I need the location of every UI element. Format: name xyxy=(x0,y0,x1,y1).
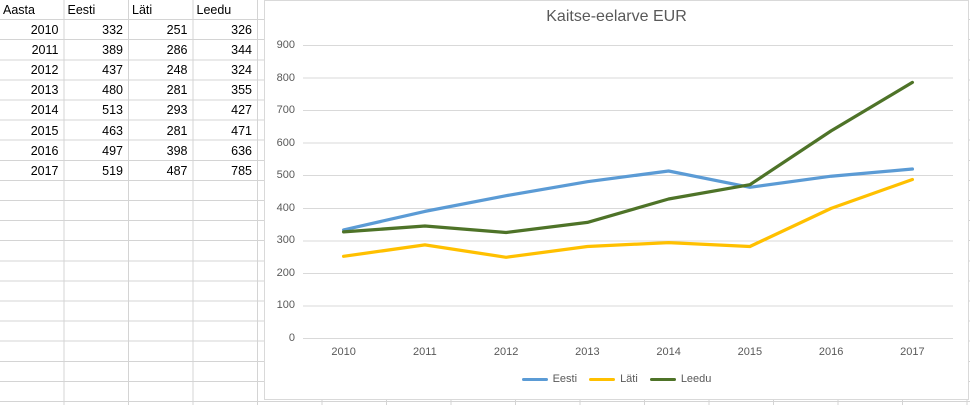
data-cell[interactable]: 2016 xyxy=(30,143,59,158)
y-axis-tick-label: 200 xyxy=(276,266,295,279)
data-cell[interactable]: 519 xyxy=(102,163,123,178)
legend-item-eesti[interactable]: Eesti xyxy=(521,373,578,386)
data-cell[interactable]: 355 xyxy=(231,83,252,98)
chart-legend: Eesti Läti Leedu xyxy=(265,372,968,387)
table-row: 2013 480 281 355 xyxy=(0,80,258,100)
header-cell[interactable]: Eesti xyxy=(67,3,96,17)
y-axis-tick-label: 900 xyxy=(276,39,295,51)
data-cell[interactable]: 2017 xyxy=(30,163,59,178)
legend-label: Läti xyxy=(620,373,638,385)
x-axis-tick-label: 2013 xyxy=(575,346,600,358)
legend-label: Eesti xyxy=(552,373,578,385)
chart-plot-area xyxy=(303,45,953,339)
y-axis-tick-label: 600 xyxy=(276,136,295,149)
series-line-leedu[interactable] xyxy=(341,80,915,235)
data-cell[interactable]: 785 xyxy=(231,163,252,178)
y-axis-tick-label: 0 xyxy=(288,332,295,344)
chart-title[interactable]: Kaitse-eelarve EUR xyxy=(546,8,687,25)
data-cell[interactable]: 2013 xyxy=(30,83,59,98)
y-axis-tick-label: 800 xyxy=(276,71,295,84)
data-table: Aasta Eesti Läti Leedu 2010 332 251 326 2011 389 2… xyxy=(0,0,258,181)
data-cell[interactable]: 2010 xyxy=(30,23,59,38)
x-axis-tick-label: 2010 xyxy=(331,346,356,358)
data-cell[interactable]: 389 xyxy=(102,43,123,58)
data-cell[interactable]: 636 xyxy=(231,143,252,158)
table-header-row: Aasta Eesti Läti Leedu xyxy=(0,0,258,20)
legend-item-leedu[interactable]: Leedu xyxy=(649,373,712,386)
legend-line-swatch xyxy=(589,377,616,382)
table-row: 2014 513 293 427 xyxy=(0,100,258,120)
data-cell[interactable]: 332 xyxy=(102,23,123,38)
data-cell[interactable]: 251 xyxy=(166,23,188,38)
table-row: 2016 497 398 636 xyxy=(0,141,258,161)
data-cell[interactable]: 281 xyxy=(166,123,188,138)
table-row: 2017 519 487 785 xyxy=(0,161,258,181)
legend-label: Leedu xyxy=(680,373,712,385)
table-row: 2011 389 286 344 xyxy=(0,40,258,60)
data-cell[interactable]: 326 xyxy=(231,23,252,38)
data-cell[interactable]: 497 xyxy=(102,143,123,158)
data-cell[interactable]: 2011 xyxy=(31,43,59,58)
data-cell[interactable]: 2012 xyxy=(30,63,59,78)
y-axis-tick-label: 100 xyxy=(276,299,295,312)
chart-object[interactable]: Kaitse-eelarve EUR 0 100 200 300 400 500 600 70… xyxy=(264,0,969,400)
data-cell[interactable]: 471 xyxy=(231,123,252,138)
data-cell[interactable]: 248 xyxy=(166,63,188,78)
data-cell[interactable]: 513 xyxy=(102,103,123,118)
header-cell[interactable]: Läti xyxy=(132,3,153,17)
data-cell[interactable]: 324 xyxy=(231,63,252,78)
series-line-eesti[interactable] xyxy=(341,167,915,232)
x-axis-tick-label: 2015 xyxy=(737,346,763,358)
data-cell[interactable]: 480 xyxy=(102,83,123,98)
header-cell[interactable]: Aasta xyxy=(3,3,35,17)
x-axis-tick-label: 2014 xyxy=(656,346,681,358)
series-line-läti[interactable] xyxy=(341,177,915,259)
data-cell[interactable]: 427 xyxy=(231,103,252,118)
table-row: 2015 463 281 471 xyxy=(0,121,258,141)
x-axis-tick-label: 2012 xyxy=(493,346,519,358)
data-cell[interactable]: 2014 xyxy=(30,103,59,118)
y-axis-tick-label: 500 xyxy=(276,169,295,182)
y-axis-tick-label: 700 xyxy=(276,104,295,117)
data-cell[interactable]: 463 xyxy=(102,123,123,138)
data-cell[interactable]: 398 xyxy=(166,143,188,158)
table-row: 2012 437 248 324 xyxy=(0,60,258,80)
x-axis-tick-label: 2017 xyxy=(900,346,925,358)
data-cell[interactable]: 344 xyxy=(231,43,252,58)
data-cell[interactable]: 2015 xyxy=(30,123,59,138)
y-axis-tick-label: 300 xyxy=(276,234,295,247)
legend-item-läti[interactable]: Läti xyxy=(589,373,638,386)
data-cell[interactable]: 281 xyxy=(166,83,188,98)
data-cell[interactable]: 286 xyxy=(166,43,188,58)
data-cell[interactable]: 487 xyxy=(166,163,188,178)
x-axis-tick-label: 2011 xyxy=(413,346,437,358)
legend-line-swatch xyxy=(521,377,548,382)
x-axis-tick-label: 2016 xyxy=(818,346,844,358)
legend-line-swatch xyxy=(649,377,676,382)
table-row: 2010 332 251 326 xyxy=(0,20,258,40)
data-cell[interactable]: 293 xyxy=(166,103,188,118)
y-axis-tick-label: 400 xyxy=(276,201,295,214)
data-cell[interactable]: 437 xyxy=(102,63,123,78)
header-cell[interactable]: Leedu xyxy=(196,3,232,17)
